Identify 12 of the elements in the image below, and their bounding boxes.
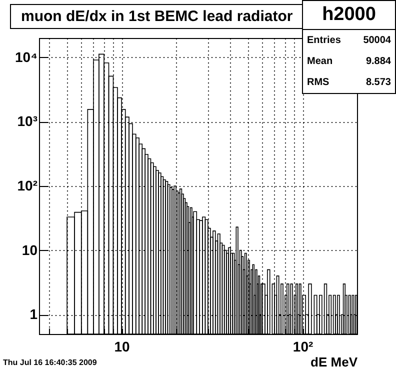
y-tick-label: 1 [30,306,38,322]
text: Entries 50004 [307,35,391,46]
y-tick-label: 10 [22,242,38,258]
chart-title: muon dE/dx in 1st BEMC lead radiator [10,4,304,29]
y-tick-label: 10³ [17,113,38,130]
text: Thu Jul 16 16:40:35 2009 [3,358,97,367]
text: h2000 [303,1,395,30]
text: RMS 8.573 [307,77,391,88]
text: Mean 9.884 [307,56,391,67]
y-tick-label: 10² [17,178,38,194]
y-tick-label: 10⁴ [15,48,38,65]
x-axis-title: dE MeV [310,354,358,370]
